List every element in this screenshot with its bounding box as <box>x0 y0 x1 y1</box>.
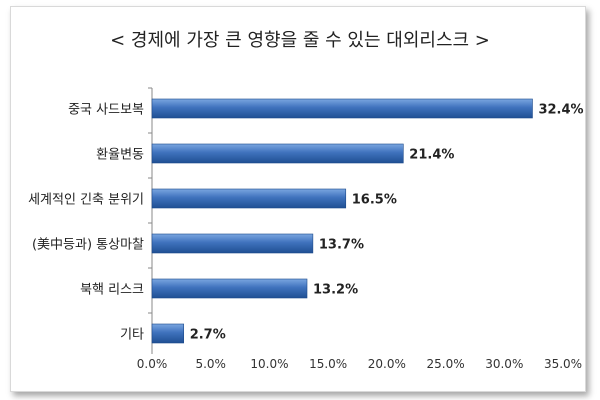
value-label: 2.7% <box>190 328 226 343</box>
bar-0 <box>151 98 533 119</box>
bar-1 <box>151 143 404 164</box>
category-label: 환율변동 <box>96 148 144 163</box>
x-tick-label: 10.0% <box>250 357 288 371</box>
value-label: 13.7% <box>319 238 364 253</box>
chart-title: < 경제에 가장 큰 영향을 줄 수 있는 대외리스크 > <box>110 30 490 51</box>
bar-2 <box>151 188 347 209</box>
x-tick-label: 35.0% <box>544 357 582 371</box>
bar-4 <box>151 278 308 299</box>
x-tick-label: 20.0% <box>368 357 406 371</box>
x-tick-label: 25.0% <box>427 357 465 371</box>
category-label: (美中등과) 통상마찰 <box>32 238 144 253</box>
value-label: 21.4% <box>409 148 454 163</box>
x-tick-label: 5.0% <box>195 357 226 371</box>
value-label: 16.5% <box>352 193 397 208</box>
x-tick-label: 30.0% <box>485 357 523 371</box>
x-tick-label: 0.0% <box>137 357 168 371</box>
category-label: 기타 <box>120 328 144 343</box>
category-label: 중국 사드보복 <box>68 103 144 118</box>
value-label: 32.4% <box>538 103 583 118</box>
category-label: 세계적인 긴축 분위기 <box>28 193 144 208</box>
category-label: 북핵 리스크 <box>80 283 144 298</box>
value-label: 13.2% <box>313 283 358 298</box>
bar-3 <box>151 233 314 254</box>
bar-5 <box>151 323 185 344</box>
x-tick-label: 15.0% <box>309 357 347 371</box>
